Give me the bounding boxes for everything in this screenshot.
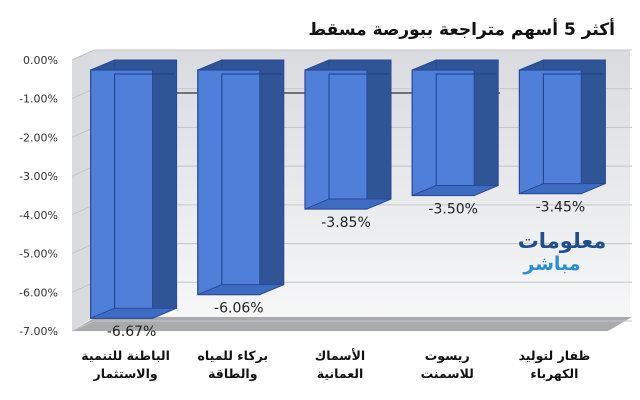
y-tick-label: -4.00% [19, 209, 58, 222]
chart-title: أكثر 5 أسهم متراجعة ببورصة مسقط [308, 18, 615, 40]
x-tick-label: ريسوت [425, 348, 470, 363]
bar-group [518, 59, 606, 195]
x-tick-label: ظفار لتوليد [519, 348, 591, 363]
watermark-line2: مباشر [522, 253, 580, 275]
watermark-logo: معلومات مباشر [518, 229, 607, 275]
bar-group [304, 59, 392, 210]
plot-side-wall [72, 50, 94, 331]
y-tick-label: -7.00% [19, 325, 58, 338]
data-label: -3.85% [321, 215, 371, 231]
x-tick-label: والاستثمار [93, 366, 158, 381]
bar-bottom-cap [412, 185, 499, 196]
bar-inner-edge [435, 73, 497, 186]
x-tick-label: العمانية [317, 366, 363, 381]
bar [89, 69, 154, 319]
data-label: -6.67% [107, 324, 157, 340]
bar-inner-edge [221, 73, 282, 285]
x-tick-label: الكهرباء [530, 366, 578, 381]
x-tick-label: بركاء للمياه [198, 348, 269, 363]
bar-bottom-cap [197, 284, 284, 296]
bar [518, 69, 583, 195]
data-label: -6.06% [214, 301, 264, 317]
data-label: -3.45% [536, 200, 586, 216]
data-label: -3.50% [428, 202, 478, 218]
y-tick-label: -6.00% [19, 286, 58, 299]
gridline-diagonal [71, 49, 95, 61]
y-tick-label: -3.00% [19, 170, 58, 183]
bar-group [89, 59, 178, 319]
bar [197, 69, 261, 296]
x-tick-label: للاسمنت [421, 366, 474, 381]
bar-inner-edge [328, 73, 389, 200]
gridline-diagonal [71, 320, 95, 332]
bar-group [197, 59, 285, 296]
y-tick-label: -5.00% [19, 248, 58, 261]
x-tick-label: الباطنة للتنمية [81, 348, 170, 363]
watermark-line1: معلومات [518, 229, 607, 253]
bar-bottom-cap [90, 307, 177, 319]
bar-inner-edge [114, 73, 175, 309]
x-tick-label: والطاقة [208, 366, 257, 381]
x-tick-label: الأسماك [315, 348, 365, 363]
y-tick-label: -2.00% [19, 131, 58, 144]
y-tick-label: 0.00% [23, 54, 58, 67]
bar-bottom-cap [519, 183, 606, 195]
bar [304, 69, 368, 210]
bar-inner-edge [542, 73, 604, 184]
bar [411, 69, 475, 197]
bar-group [411, 59, 499, 197]
bar-bottom-cap [304, 198, 392, 210]
y-tick-label: -1.00% [19, 93, 58, 106]
